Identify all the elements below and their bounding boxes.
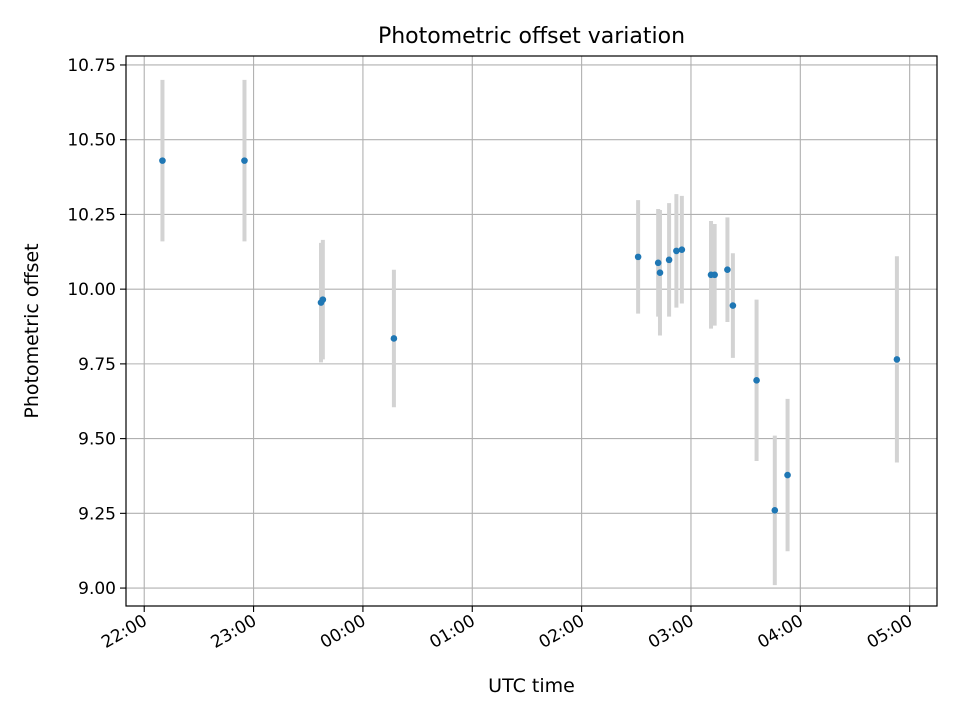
data-point	[673, 247, 680, 255]
data-point	[729, 302, 737, 309]
data-point	[753, 377, 760, 384]
data-point	[711, 271, 718, 279]
y-tick-label: 9.00	[78, 579, 116, 599]
data-point	[893, 356, 901, 363]
data-point	[319, 296, 327, 303]
grid-lines	[126, 56, 937, 606]
y-axis-ticks: 9.00 9.25 9.50 9.75 10.00 10.25 10.50 10.75	[67, 56, 126, 599]
data-point	[241, 157, 248, 164]
y-axis-label: Photometric offset	[21, 243, 43, 418]
x-axis-label: UTC time	[488, 675, 575, 697]
data-point	[656, 269, 664, 277]
data-point	[654, 259, 662, 267]
data-point	[678, 246, 686, 253]
data-point	[390, 335, 398, 342]
y-tick-label: 9.50	[78, 430, 116, 450]
y-tick-label: 10.00	[67, 280, 116, 300]
y-tick-label: 9.75	[78, 355, 116, 375]
data-point	[771, 507, 779, 514]
y-tick-label: 9.25	[78, 504, 116, 524]
y-tick-label: 10.25	[67, 205, 116, 225]
data-point	[784, 471, 791, 479]
data-point	[665, 256, 673, 264]
data-point	[724, 266, 731, 274]
y-tick-label: 10.75	[67, 56, 116, 76]
data-point-group	[159, 157, 901, 514]
chart-title: Photometric offset variation	[378, 24, 685, 49]
y-tick-label: 10.50	[67, 131, 116, 151]
data-point	[159, 157, 166, 164]
data-point	[634, 253, 642, 261]
plot-frame	[125, 55, 938, 607]
